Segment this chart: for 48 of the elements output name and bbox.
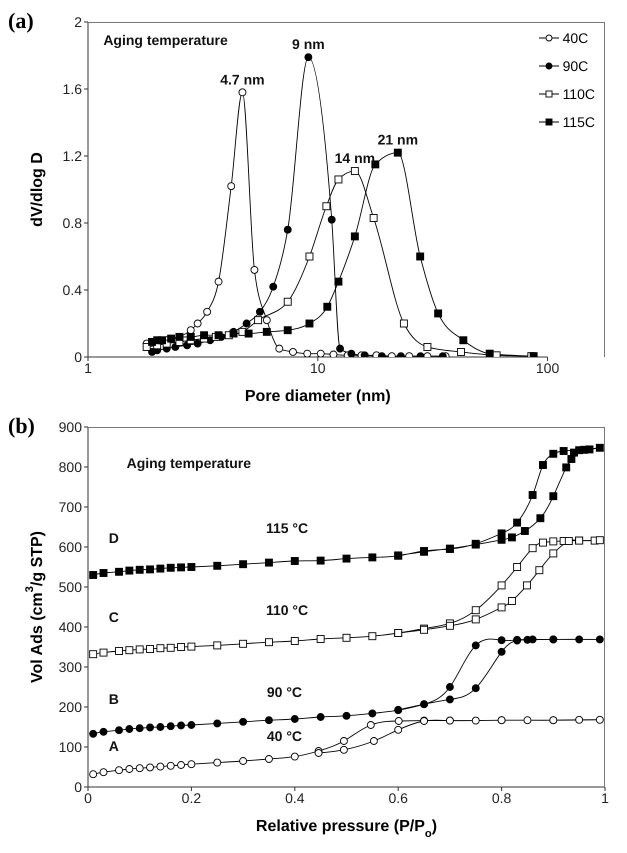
annotation: 90 °C xyxy=(266,684,302,700)
y-tick-label: 1.6 xyxy=(62,80,82,97)
annotation: D xyxy=(108,530,119,546)
x-tick-label: 0.4 xyxy=(285,790,305,806)
annotation: 4.7 nm xyxy=(220,71,265,88)
y-tick-label: 0 xyxy=(74,348,82,365)
annotation: Aging temperature xyxy=(103,32,228,48)
y-tick-label: 500 xyxy=(58,578,82,595)
x-tick-label: 100 xyxy=(536,360,560,376)
y-axis-title: dV/dlog D xyxy=(29,152,46,227)
y-tick-label: 0.4 xyxy=(62,282,82,298)
x-tick-label: 0.8 xyxy=(492,790,512,806)
x-tick-label: 0.6 xyxy=(388,790,408,806)
annotation: 115 °C xyxy=(266,520,308,536)
x-tick-label: 1 xyxy=(601,790,610,806)
annotation: A xyxy=(108,738,119,754)
annotation: 14 nm xyxy=(334,150,376,166)
y-tick-label: 100 xyxy=(58,738,82,755)
y-tick-label: 0.8 xyxy=(62,214,82,231)
annotation: 40 °C xyxy=(266,728,302,744)
chart-title: (a) xyxy=(8,8,34,34)
x-axis-title: Pore diameter (nm) xyxy=(244,388,391,405)
x-tick-label: 0.2 xyxy=(182,790,202,806)
y-tick-label: 1.2 xyxy=(62,148,82,164)
y-tick-label: 0 xyxy=(74,778,82,795)
legend-label: 110C xyxy=(562,86,595,102)
legend-label: 40C xyxy=(562,30,588,46)
x-axis-title: Relative pressure (P/P$_{o}$) xyxy=(256,818,438,840)
x-tick-label: 1 xyxy=(84,360,92,376)
y-tick-label: 900 xyxy=(58,418,82,435)
y-tick-label: 400 xyxy=(58,618,82,635)
y-tick-label: 600 xyxy=(58,538,82,555)
legend-label: 90C xyxy=(562,58,588,74)
annotation: 9 nm xyxy=(292,36,325,52)
y-tick-label: 300 xyxy=(58,658,82,675)
annotation: C xyxy=(108,609,119,626)
annotation: B xyxy=(108,690,119,707)
x-tick-label: 10 xyxy=(310,360,326,376)
y-tick-label: 200 xyxy=(58,698,82,715)
y-tick-label: 2 xyxy=(74,14,82,30)
annotation: 110 °C xyxy=(266,602,308,618)
y-tick-label: 800 xyxy=(58,458,82,475)
x-tick-label: 0 xyxy=(84,790,92,806)
legend-label: 115C xyxy=(562,114,595,130)
y-tick-label: 700 xyxy=(58,498,82,515)
annotation: Aging temperature xyxy=(126,455,252,471)
annotation: 21 nm xyxy=(378,132,418,148)
chart-title: (b) xyxy=(8,413,35,439)
